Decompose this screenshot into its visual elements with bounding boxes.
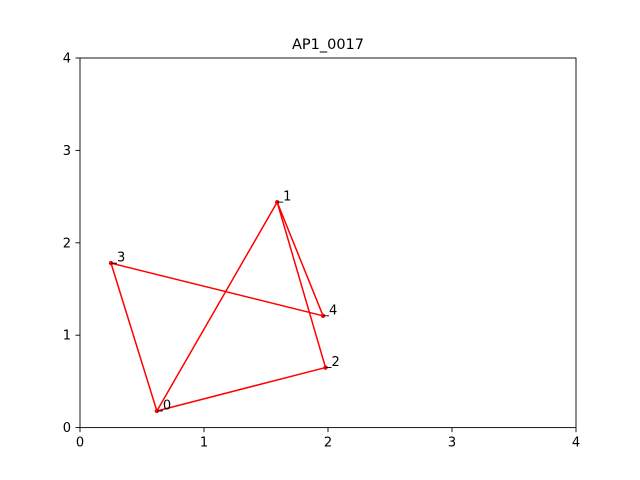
series-markers: 0 1 2 3 4: [108, 190, 340, 413]
y-tick-label: 2: [63, 236, 71, 251]
point-label: 1: [283, 190, 291, 205]
x-tick-label: 1: [200, 436, 208, 451]
data-point: [320, 313, 326, 318]
y-axis: 0 1 2 3 4: [63, 52, 80, 436]
y-tick-label: 1: [63, 329, 71, 344]
series-path: [110, 201, 327, 412]
x-tick-label: 2: [324, 436, 332, 451]
point-label: 3: [117, 251, 125, 266]
data-point: [323, 365, 328, 370]
data-point: [274, 199, 280, 205]
series-line: [110, 201, 327, 412]
chart-title: AP1_0017: [292, 37, 364, 53]
y-tick-label: 0: [63, 421, 71, 436]
x-tick-label: 3: [448, 436, 456, 451]
y-tick-label: 3: [63, 144, 71, 159]
point-label: 2: [332, 355, 340, 370]
plot-frame: [79, 57, 577, 429]
point-label: 4: [329, 303, 337, 318]
point-label: 0: [163, 398, 171, 413]
y-tick-label: 4: [63, 52, 71, 67]
x-axis: 0 1 2 3 4: [76, 427, 580, 451]
x-tick-label: 4: [572, 436, 580, 451]
x-tick-label: 0: [76, 436, 84, 451]
